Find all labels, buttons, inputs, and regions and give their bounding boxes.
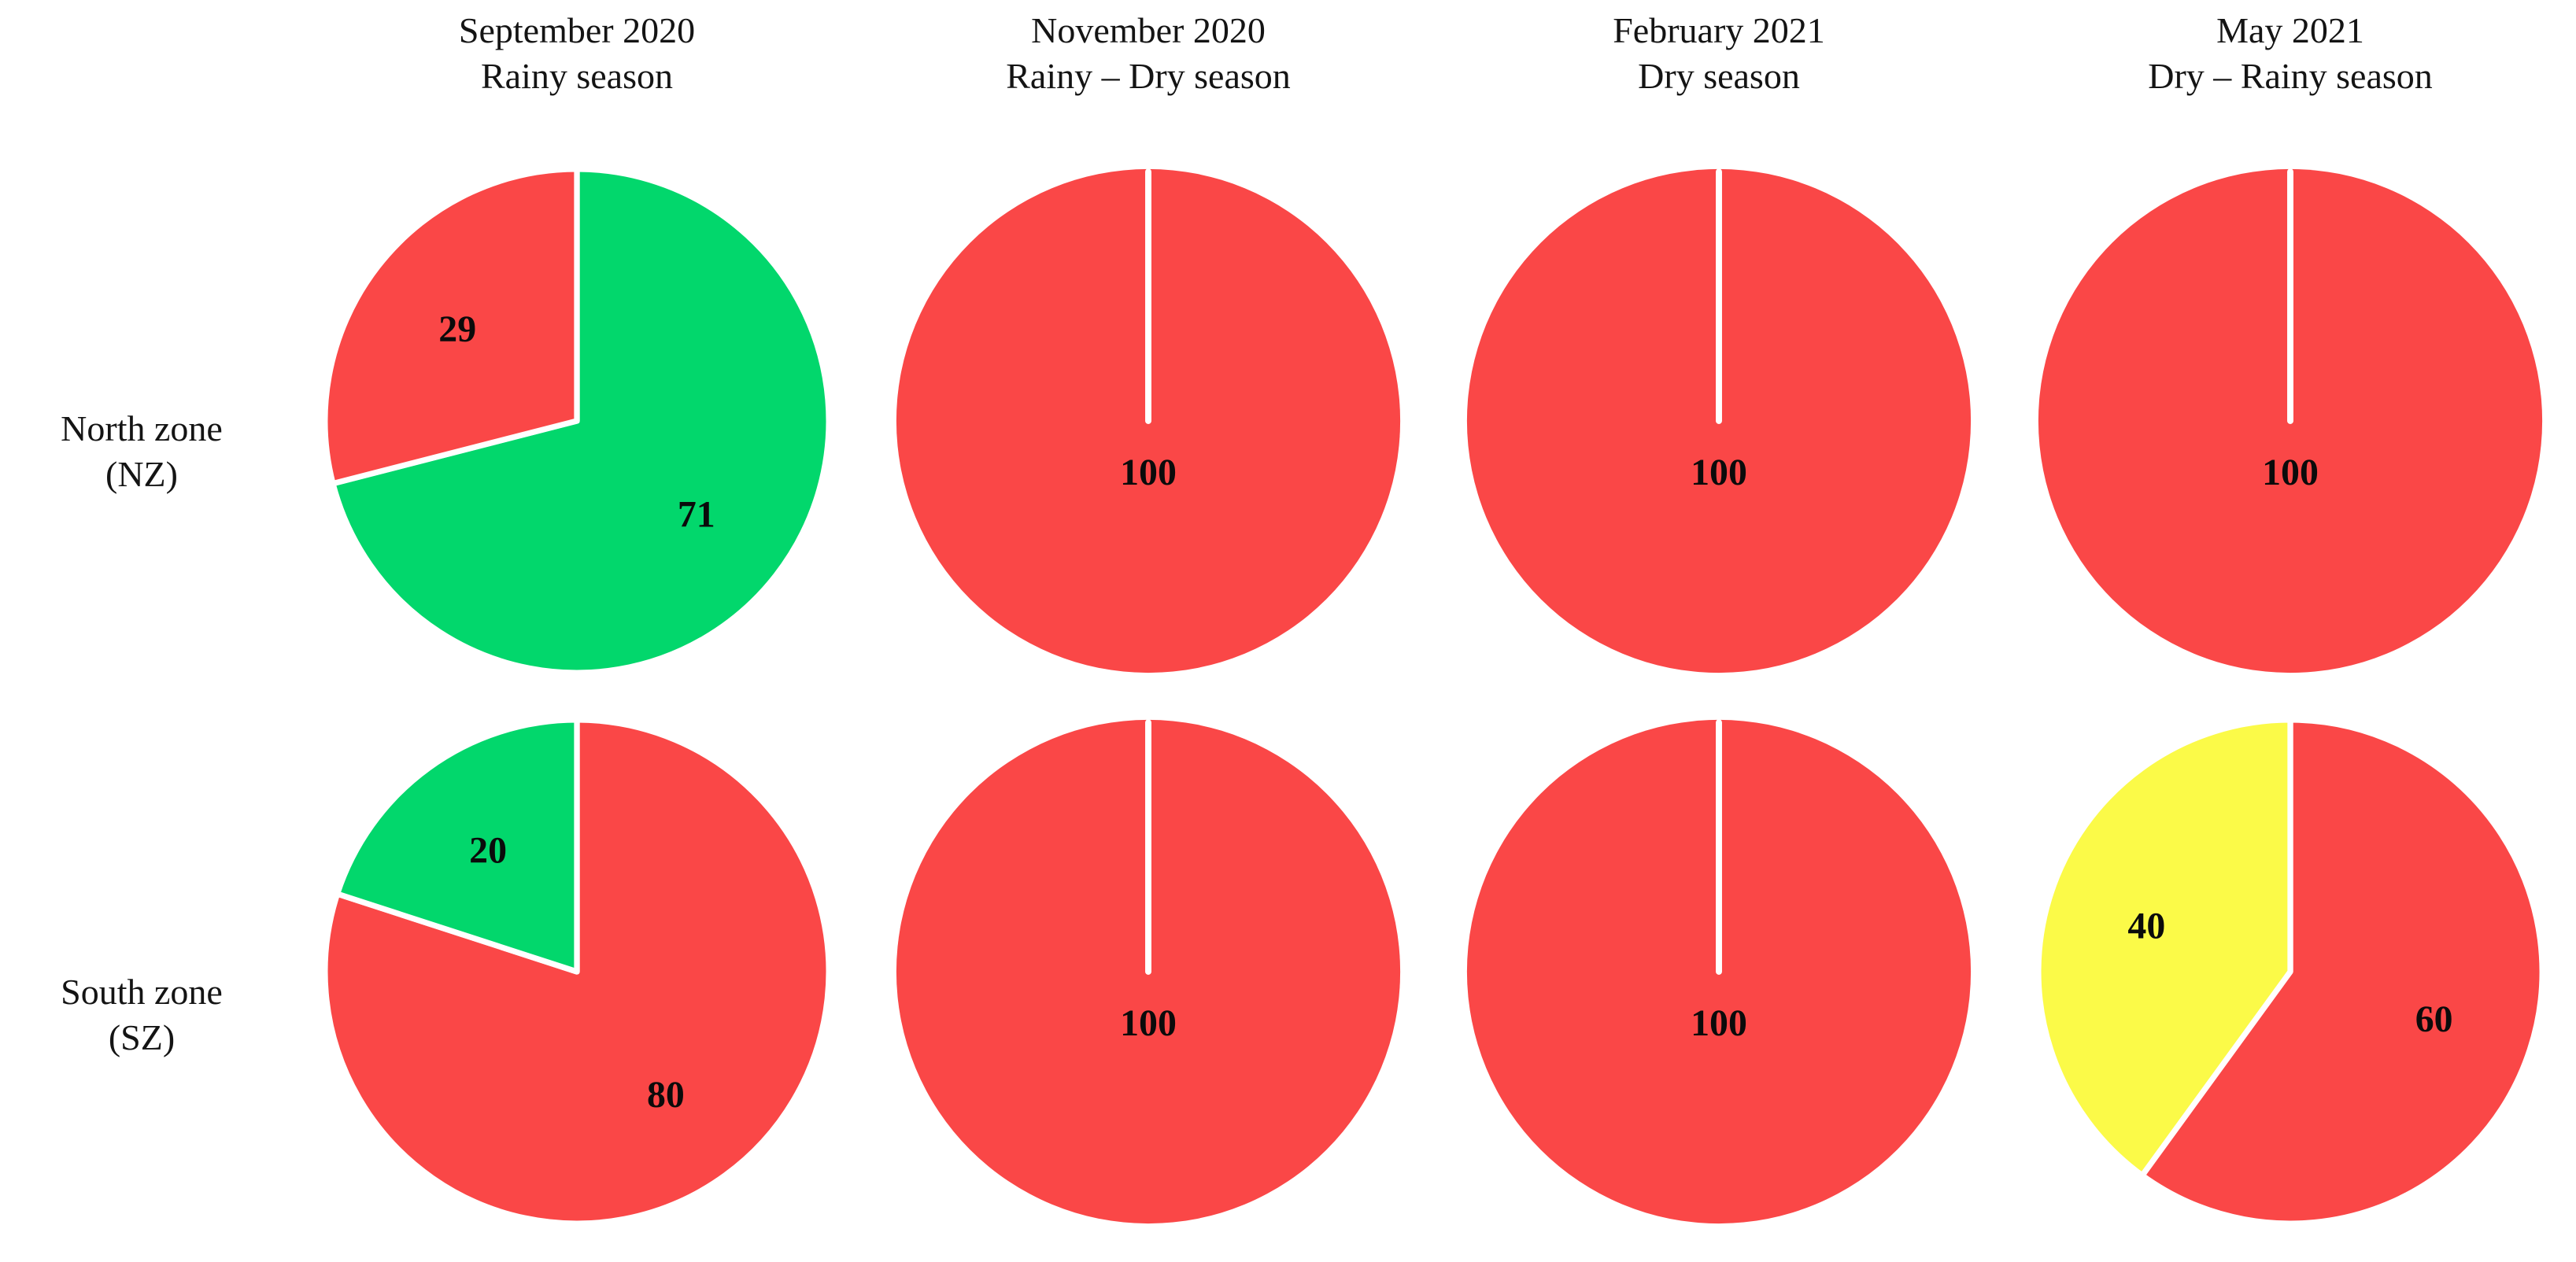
header-season: Rainy – Dry season [1006, 55, 1291, 96]
pie-slice-red [2139, 717, 2545, 1227]
pie-svg: 100 [896, 168, 1401, 673]
column-header-november-2020: November 2020 Rainy – Dry season [863, 8, 1434, 98]
header-month: May 2021 [2216, 10, 2364, 50]
slice-value-label: 71 [678, 493, 715, 535]
row-label-south-zone: South zone (SZ) [0, 969, 283, 1060]
slice-value-label: 100 [1120, 1002, 1177, 1044]
column-header-may-2021: May 2021 Dry – Rainy season [2005, 8, 2576, 98]
slice-value-label: 29 [438, 308, 476, 350]
pie-svg: 80 20 [322, 717, 832, 1227]
header-month: November 2020 [1031, 10, 1266, 50]
pie-svg: 60 40 [2035, 717, 2545, 1227]
header-month: September 2020 [458, 10, 696, 50]
pie-svg: 100 [1466, 168, 1972, 673]
pie-svg: 71 29 [322, 166, 832, 676]
slice-value-label: 100 [1691, 452, 1747, 493]
zone-abbr: (SZ) [108, 1017, 176, 1057]
pie-slice-red [322, 166, 580, 487]
pie-chart-nz-february-2021: 100 [1459, 161, 1979, 681]
slice-value-label: 100 [1120, 452, 1177, 493]
pie-chart-nz-september-2020: 71 29 [317, 161, 837, 681]
header-month: February 2021 [1613, 10, 1825, 50]
pie-svg: 100 [1466, 719, 1972, 1224]
pie-chart-sz-november-2020: 100 [889, 712, 1408, 1231]
pie-svg: 100 [896, 719, 1401, 1224]
slice-value-label: 60 [2415, 998, 2453, 1040]
slice-value-label: 80 [647, 1074, 685, 1116]
pie-chart-sz-february-2021: 100 [1459, 712, 1979, 1231]
slice-value-label: 20 [469, 829, 507, 871]
zone-name: North zone [61, 408, 223, 448]
pie-chart-sz-september-2020: 80 20 [317, 712, 837, 1231]
slice-value-label: 100 [1691, 1002, 1747, 1044]
pie-slice-green [330, 166, 832, 676]
slice-value-label: 40 [2127, 905, 2165, 946]
column-header-september-2020: September 2020 Rainy season [291, 8, 863, 98]
pie-svg: 100 [2038, 168, 2543, 673]
pie-chart-nz-may-2021: 100 [2031, 161, 2550, 681]
header-season: Dry season [1638, 55, 1800, 96]
header-season: Dry – Rainy season [2148, 55, 2433, 96]
pie-chart-sz-may-2021: 60 40 [2031, 712, 2550, 1231]
pie-slice-yellow [2035, 717, 2293, 1179]
pie-slice-green [334, 717, 580, 975]
slice-value-label: 100 [2262, 452, 2319, 493]
zone-abbr: (NZ) [105, 453, 178, 494]
zone-name: South zone [61, 972, 223, 1012]
row-label-north-zone: North zone (NZ) [0, 406, 283, 496]
column-header-february-2021: February 2021 Dry season [1433, 8, 2005, 98]
header-season: Rainy season [480, 55, 673, 96]
pie-chart-nz-november-2020: 100 [889, 161, 1408, 681]
